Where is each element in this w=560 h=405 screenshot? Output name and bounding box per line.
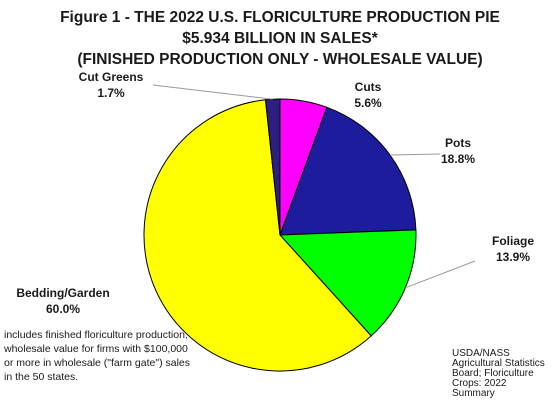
slice-label-foliage: Foliage [492, 234, 534, 248]
chart-title-line-2: $5.934 BILLION IN SALES* [182, 30, 378, 47]
leader-lines [152, 84, 476, 289]
slice-value-pots: 18.8% [441, 152, 475, 166]
slice-label-cuts: Cuts [355, 80, 382, 94]
pie-slices [143, 98, 417, 372]
slice-value-cuts: 5.6% [354, 96, 382, 110]
pie-slice-foliage [278, 229, 417, 337]
pie-slice-bedding-garden [143, 99, 372, 372]
pie-slice-pots [279, 106, 417, 236]
slice-label-pots: Pots [445, 136, 471, 150]
slice-value-foliage: 13.9% [496, 250, 530, 264]
slice-labels: Cuts 5.6% Pots 18.8% Foliage 13.9% Bedding/Gar… [16, 70, 534, 316]
source-note: USDA/NASS Agricultural Statistics Board;… [452, 348, 545, 399]
slice-label-bedding-garden: Bedding/Garden [16, 286, 109, 300]
chart-title-line-3: (FINISHED PRODUCTION ONLY - WHOLESALE VA… [77, 51, 483, 68]
slice-value-bedding-garden: 60.0% [46, 302, 80, 316]
leader-line-cut-greens [152, 84, 273, 100]
footnote: includes finished floriculture productio… [4, 329, 191, 383]
leader-line-pots [390, 153, 441, 156]
slice-label-cut-greens: Cut Greens [79, 70, 144, 84]
chart-title-line-1: Figure 1 - THE 2022 U.S. FLORICULTURE PR… [60, 9, 500, 26]
pie-slice-cut-greens [264, 98, 281, 236]
slice-value-cut-greens: 1.7% [97, 86, 125, 100]
leader-line-foliage [405, 260, 476, 289]
